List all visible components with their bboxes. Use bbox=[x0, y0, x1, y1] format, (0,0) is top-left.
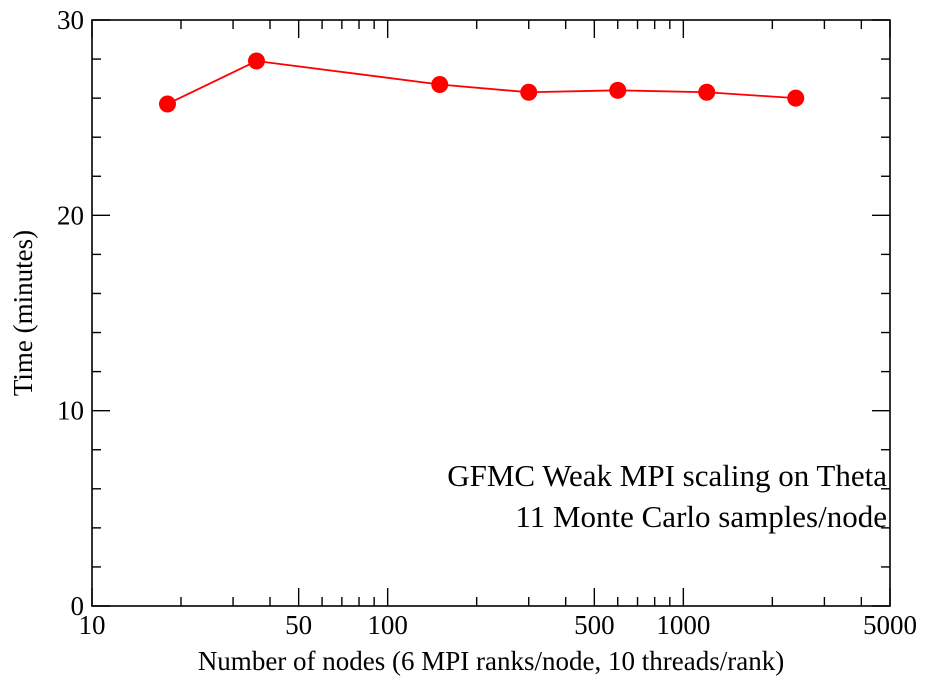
y-tick-label: 20 bbox=[57, 200, 84, 230]
series-group bbox=[158, 52, 805, 113]
x-axis-title: Number of nodes (6 MPI ranks/node, 10 th… bbox=[198, 646, 784, 676]
annotation-line-2: 11 Monte Carlo samples/node bbox=[515, 499, 887, 534]
annotation-line-1: GFMC Weak MPI scaling on Theta bbox=[447, 458, 887, 493]
y-tick-label: 30 bbox=[57, 5, 84, 35]
data-point bbox=[158, 95, 176, 113]
data-point bbox=[520, 83, 538, 101]
x-tick-label: 10 bbox=[79, 610, 106, 640]
x-tick-label: 5000 bbox=[863, 610, 917, 640]
data-point bbox=[431, 75, 449, 93]
y-axis-title: Time (minutes) bbox=[8, 230, 38, 396]
data-point bbox=[247, 52, 265, 70]
x-tick-label: 50 bbox=[285, 610, 312, 640]
data-point bbox=[698, 83, 716, 101]
y-axis-ticks: 0 10 20 30 bbox=[57, 5, 890, 621]
y-tick-label: 0 bbox=[71, 591, 85, 621]
x-axis-ticks: 10 50 100 500 1000 5000 bbox=[79, 20, 917, 640]
data-point bbox=[609, 81, 627, 99]
data-point bbox=[787, 89, 805, 107]
y-tick-label: 10 bbox=[57, 396, 84, 426]
x-tick-label: 500 bbox=[574, 610, 615, 640]
x-tick-label: 100 bbox=[367, 610, 408, 640]
plot-frame bbox=[91, 19, 891, 607]
x-tick-label: 1000 bbox=[656, 610, 710, 640]
